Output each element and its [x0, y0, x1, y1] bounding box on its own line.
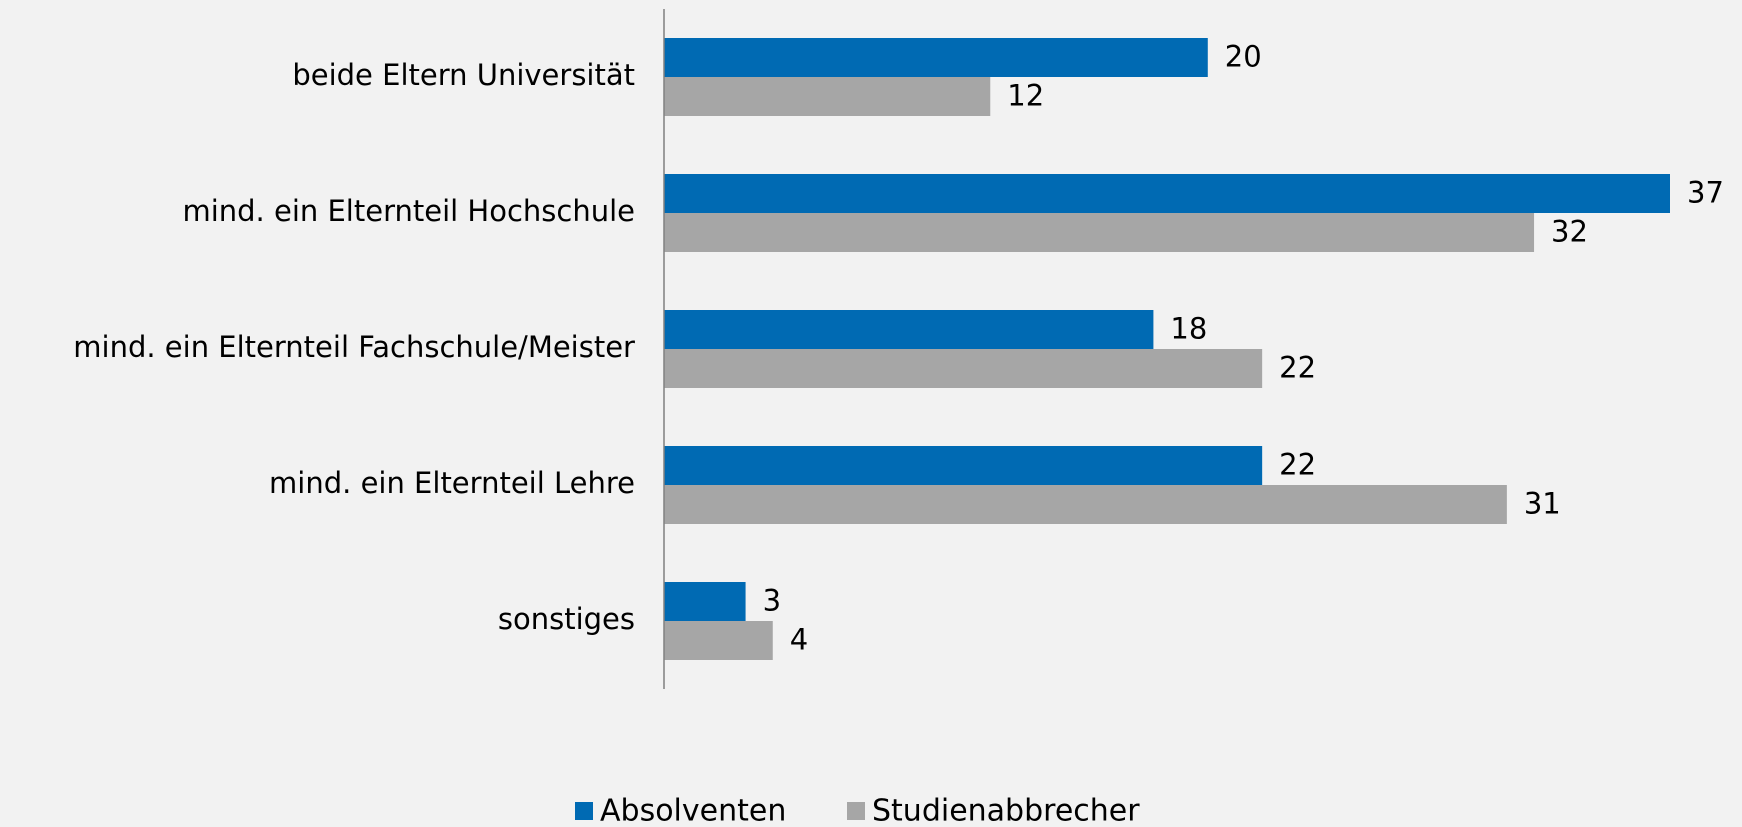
bar	[664, 38, 1208, 77]
value-label: 12	[1007, 79, 1044, 113]
category-label: sonstiges	[498, 602, 635, 636]
category-label: beide Eltern Universität	[292, 58, 635, 92]
value-label: 22	[1279, 448, 1316, 482]
bar	[664, 446, 1263, 485]
legend-swatch	[575, 802, 593, 820]
bar	[664, 349, 1263, 388]
bar	[664, 485, 1507, 524]
legend-label: Studienabbrecher	[872, 794, 1140, 827]
bar	[664, 174, 1670, 213]
bar	[664, 582, 746, 621]
value-label: 31	[1524, 487, 1561, 521]
value-label: 22	[1279, 351, 1316, 385]
legend-label: Absolventen	[600, 794, 786, 827]
category-label: mind. ein Elternteil Fachschule/Meister	[73, 330, 635, 364]
value-label: 4	[790, 623, 808, 657]
bar	[664, 77, 991, 116]
value-label: 18	[1170, 312, 1207, 346]
bar	[664, 213, 1535, 252]
value-label: 3	[763, 584, 781, 618]
value-label: 20	[1225, 40, 1262, 74]
value-label: 37	[1687, 176, 1724, 210]
category-label: mind. ein Elternteil Hochschule	[182, 194, 635, 228]
bar	[664, 310, 1154, 349]
category-label: mind. ein Elternteil Lehre	[269, 466, 635, 500]
bar	[664, 621, 773, 660]
legend-swatch	[847, 802, 865, 820]
value-label: 32	[1551, 215, 1588, 249]
